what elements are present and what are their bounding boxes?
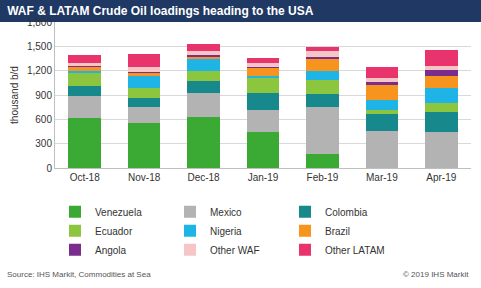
svg-text:900: 900: [35, 90, 52, 101]
svg-text:1,800: 1,800: [27, 17, 52, 28]
svg-text:WAF & LATAM Crude Oil loadings: WAF & LATAM Crude Oil loadings heading t…: [7, 4, 314, 18]
svg-text:Colombia: Colombia: [325, 207, 368, 218]
svg-text:600: 600: [35, 114, 52, 125]
svg-text:300: 300: [35, 138, 52, 149]
svg-text:Mexico: Mexico: [210, 207, 242, 218]
svg-text:Jan-19: Jan-19: [248, 172, 279, 183]
svg-text:Brazil: Brazil: [325, 226, 350, 237]
svg-text:0: 0: [46, 163, 52, 174]
svg-text:© 2019 IHS Markit: © 2019 IHS Markit: [403, 270, 469, 279]
svg-text:1,200: 1,200: [27, 65, 52, 76]
svg-text:Venezuela: Venezuela: [95, 207, 142, 218]
svg-text:1,500: 1,500: [27, 41, 52, 52]
svg-text:Feb-19: Feb-19: [307, 172, 339, 183]
svg-text:Apr-19: Apr-19: [426, 172, 456, 183]
svg-text:Ecuador: Ecuador: [95, 226, 133, 237]
svg-text:Other LATAM: Other LATAM: [325, 245, 385, 256]
svg-text:Dec-18: Dec-18: [187, 172, 220, 183]
svg-text:Nigeria: Nigeria: [210, 226, 242, 237]
svg-text:Source: IHS Markit, Commoditie: Source: IHS Markit, Commodities at Sea: [7, 270, 151, 279]
svg-text:Oct-18: Oct-18: [70, 172, 100, 183]
svg-text:Nov-18: Nov-18: [128, 172, 161, 183]
svg-text:Other WAF: Other WAF: [210, 245, 260, 256]
svg-text:Mar-19: Mar-19: [366, 172, 398, 183]
svg-text:thousand b/d: thousand b/d: [9, 66, 20, 124]
svg-text:Angola: Angola: [95, 245, 127, 256]
